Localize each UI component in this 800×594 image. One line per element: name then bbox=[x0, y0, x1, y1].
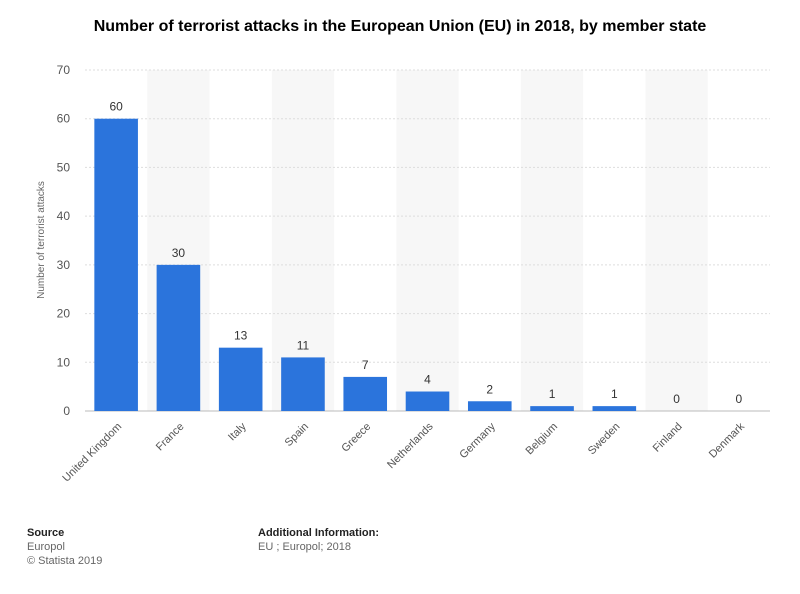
y-tick-label: 50 bbox=[57, 160, 71, 174]
x-tick-label: Denmark bbox=[707, 420, 747, 460]
x-tick-labels: United Kingdom France Italy Spain Greece Neth… bbox=[60, 420, 747, 484]
bar bbox=[218, 347, 263, 411]
data-label: 1 bbox=[549, 387, 556, 401]
x-tick-label: Netherlands bbox=[385, 420, 436, 471]
bar bbox=[467, 401, 512, 411]
data-label: 60 bbox=[109, 100, 123, 114]
data-label: 0 bbox=[736, 392, 743, 406]
y-tick-label: 70 bbox=[57, 63, 71, 77]
category-bands bbox=[147, 70, 708, 411]
category-band bbox=[520, 70, 584, 411]
additional-info-block: Additional Information: EU ; Europol; 20… bbox=[258, 526, 379, 554]
bars bbox=[94, 118, 637, 411]
chart-title: Number of terrorist attacks in the Europ… bbox=[93, 18, 707, 35]
x-tick-label: Belgium bbox=[524, 421, 561, 458]
y-tick-label: 20 bbox=[57, 307, 71, 321]
additional-info-heading: Additional Information: bbox=[258, 527, 379, 539]
bar bbox=[156, 264, 201, 411]
data-label: 11 bbox=[297, 338, 310, 352]
x-tick-label: France bbox=[154, 421, 187, 454]
x-tick-label: Italy bbox=[226, 420, 249, 443]
data-label: 7 bbox=[362, 358, 369, 372]
copyright: © Statista 2019 bbox=[27, 555, 103, 567]
data-label: 4 bbox=[424, 373, 431, 387]
y-tick-labels: 0 10 20 30 40 50 60 70 bbox=[57, 63, 71, 418]
x-tick-label: Sweden bbox=[586, 421, 623, 458]
x-tick-label: Spain bbox=[283, 421, 311, 449]
additional-info-text: EU ; Europol; 2018 bbox=[258, 541, 351, 553]
x-tick-label: Germany bbox=[457, 420, 498, 461]
category-band bbox=[271, 70, 335, 411]
y-tick-label: 40 bbox=[57, 209, 71, 223]
source-block: Source Europol © Statista 2019 bbox=[27, 526, 102, 568]
data-label: 2 bbox=[486, 382, 493, 396]
bar bbox=[592, 406, 637, 411]
bar bbox=[94, 118, 138, 411]
bar bbox=[281, 357, 325, 411]
category-band bbox=[396, 70, 459, 411]
y-tick-label: 10 bbox=[57, 355, 71, 369]
data-label: 1 bbox=[611, 387, 618, 401]
x-tick-label: Greece bbox=[339, 421, 373, 455]
data-label: 0 bbox=[673, 392, 680, 406]
source-heading: Source bbox=[27, 527, 65, 539]
source-name: Europol bbox=[27, 541, 65, 553]
x-tick-label: United Kingdom bbox=[60, 421, 124, 485]
y-tick-label: 30 bbox=[57, 258, 71, 272]
bar bbox=[405, 391, 450, 411]
data-label: 13 bbox=[234, 329, 248, 343]
y-axis-label: Number of terrorist attacks bbox=[36, 181, 47, 299]
y-tick-label: 60 bbox=[57, 112, 71, 126]
category-band bbox=[645, 70, 708, 411]
bar bbox=[343, 376, 388, 411]
x-tick-label: Finland bbox=[651, 421, 685, 455]
bar bbox=[530, 406, 574, 411]
data-label: 30 bbox=[172, 246, 186, 260]
y-tick-label: 0 bbox=[63, 404, 70, 418]
